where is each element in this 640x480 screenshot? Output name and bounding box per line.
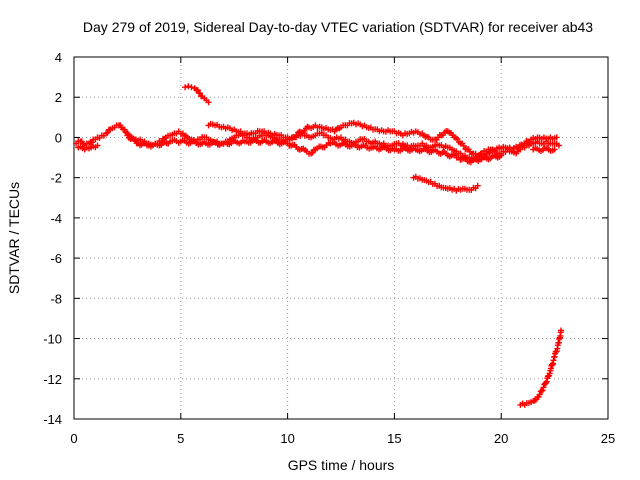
x-tick-label: 5: [177, 431, 184, 446]
chart-title: Day 279 of 2019, Sidereal Day-to-day VTE…: [83, 19, 593, 35]
data-point: [205, 99, 212, 106]
y-tick-label: -10: [43, 332, 62, 347]
x-tick-label: 10: [280, 431, 294, 446]
y-tick-label: -12: [43, 372, 62, 387]
y-tick-label: 2: [55, 90, 62, 105]
x-tick-label: 0: [70, 431, 77, 446]
data-point: [498, 152, 505, 159]
y-tick-label: -4: [50, 211, 62, 226]
data-point: [553, 134, 560, 141]
data-point: [185, 83, 192, 90]
y-tick-label: -2: [50, 171, 62, 186]
data-point: [460, 142, 467, 149]
y-tick-label: 0: [55, 130, 62, 145]
data-point: [182, 84, 189, 91]
data-point: [555, 142, 562, 149]
y-tick-label: -6: [50, 251, 62, 266]
plot-frame: [73, 56, 609, 420]
y-axis-label: SDTVAR / TECUs: [6, 182, 22, 294]
data-point: [539, 387, 546, 394]
y-tick-label: -8: [50, 291, 62, 306]
x-tick-label: 20: [494, 431, 508, 446]
x-tick-label: 15: [387, 431, 401, 446]
data-point: [474, 182, 481, 189]
y-tick-label: -14: [43, 412, 62, 427]
y-tick-label: 4: [55, 50, 62, 65]
data-point: [551, 146, 558, 153]
grid-lines: [74, 57, 608, 419]
x-axis-label: GPS time / hours: [288, 457, 395, 473]
data-point: [536, 391, 543, 398]
data-point: [94, 142, 101, 149]
data-point: [188, 84, 195, 91]
data-point: [540, 384, 547, 391]
x-tick-label: 25: [601, 431, 615, 446]
data-point: [558, 327, 564, 334]
data-markers: [73, 83, 564, 408]
